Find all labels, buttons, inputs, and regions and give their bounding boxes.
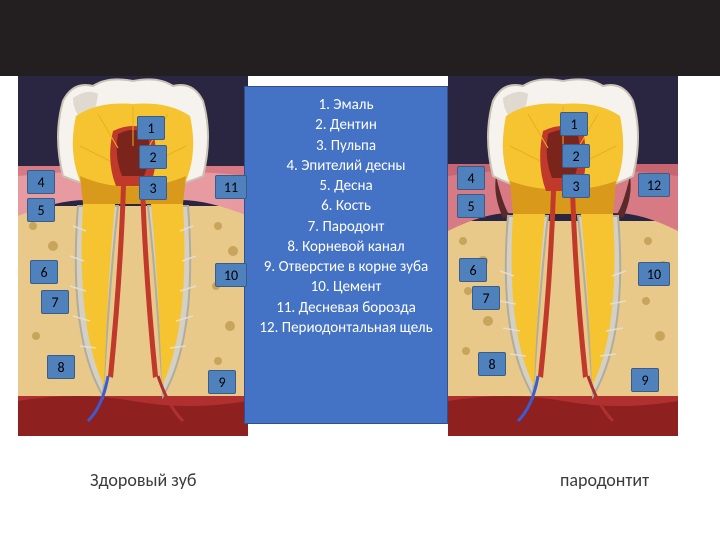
num-label-right-1: 1 (560, 112, 588, 136)
legend-item: 6. Кость (251, 196, 441, 216)
legend-item: 10. Цемент (251, 277, 441, 297)
legend-item: 11. Десневая борозда (251, 298, 441, 318)
num-label-left-5: 5 (27, 198, 55, 222)
legend-item: 7. Пародонт (251, 217, 441, 237)
num-label-right-6: 6 (459, 258, 487, 282)
legend-item: 9. Отверстие в корне зуба (251, 257, 441, 277)
num-label-left-1: 1 (137, 116, 165, 140)
legend-item: 3. Пульпа (251, 136, 441, 156)
legend-item: 5. Десна (251, 176, 441, 196)
legend-item: 4. Эпителий десны (251, 156, 441, 176)
num-label-left-9: 9 (208, 370, 236, 394)
slide: { "slide": { "width": 720, "height": 540… (0, 0, 720, 540)
num-label-left-6: 6 (30, 260, 58, 284)
num-label-left-7: 7 (41, 290, 69, 314)
num-label-right-9: 9 (631, 368, 659, 392)
num-label-left-10: 10 (215, 263, 247, 287)
legend-box: 1. Эмаль2. Дентин3. Пульпа4. Эпителий де… (244, 86, 448, 424)
num-label-right-8: 8 (478, 352, 506, 376)
legend-item: 2. Дентин (251, 115, 441, 135)
num-label-right-5: 5 (457, 194, 485, 218)
caption-right: пародонтит (560, 470, 680, 491)
num-label-right-12: 12 (638, 173, 670, 197)
num-label-left-3: 3 (139, 176, 167, 200)
legend-item: 8. Корневой канал (251, 237, 441, 257)
num-label-right-2: 2 (562, 144, 590, 168)
num-label-right-10: 10 (638, 262, 670, 286)
caption-left: Здоровый зуб (90, 470, 210, 491)
num-label-left-11: 11 (215, 175, 247, 199)
num-label-right-7: 7 (472, 286, 500, 310)
num-label-right-4: 4 (457, 166, 485, 190)
top-dark-band (0, 0, 720, 76)
num-label-left-2: 2 (139, 145, 167, 169)
num-label-right-3: 3 (562, 174, 590, 198)
num-label-left-4: 4 (27, 170, 55, 194)
legend-item: 1. Эмаль (251, 95, 441, 115)
legend-item: 12. Периодонтальная щель (251, 318, 441, 338)
num-label-left-8: 8 (47, 355, 75, 379)
